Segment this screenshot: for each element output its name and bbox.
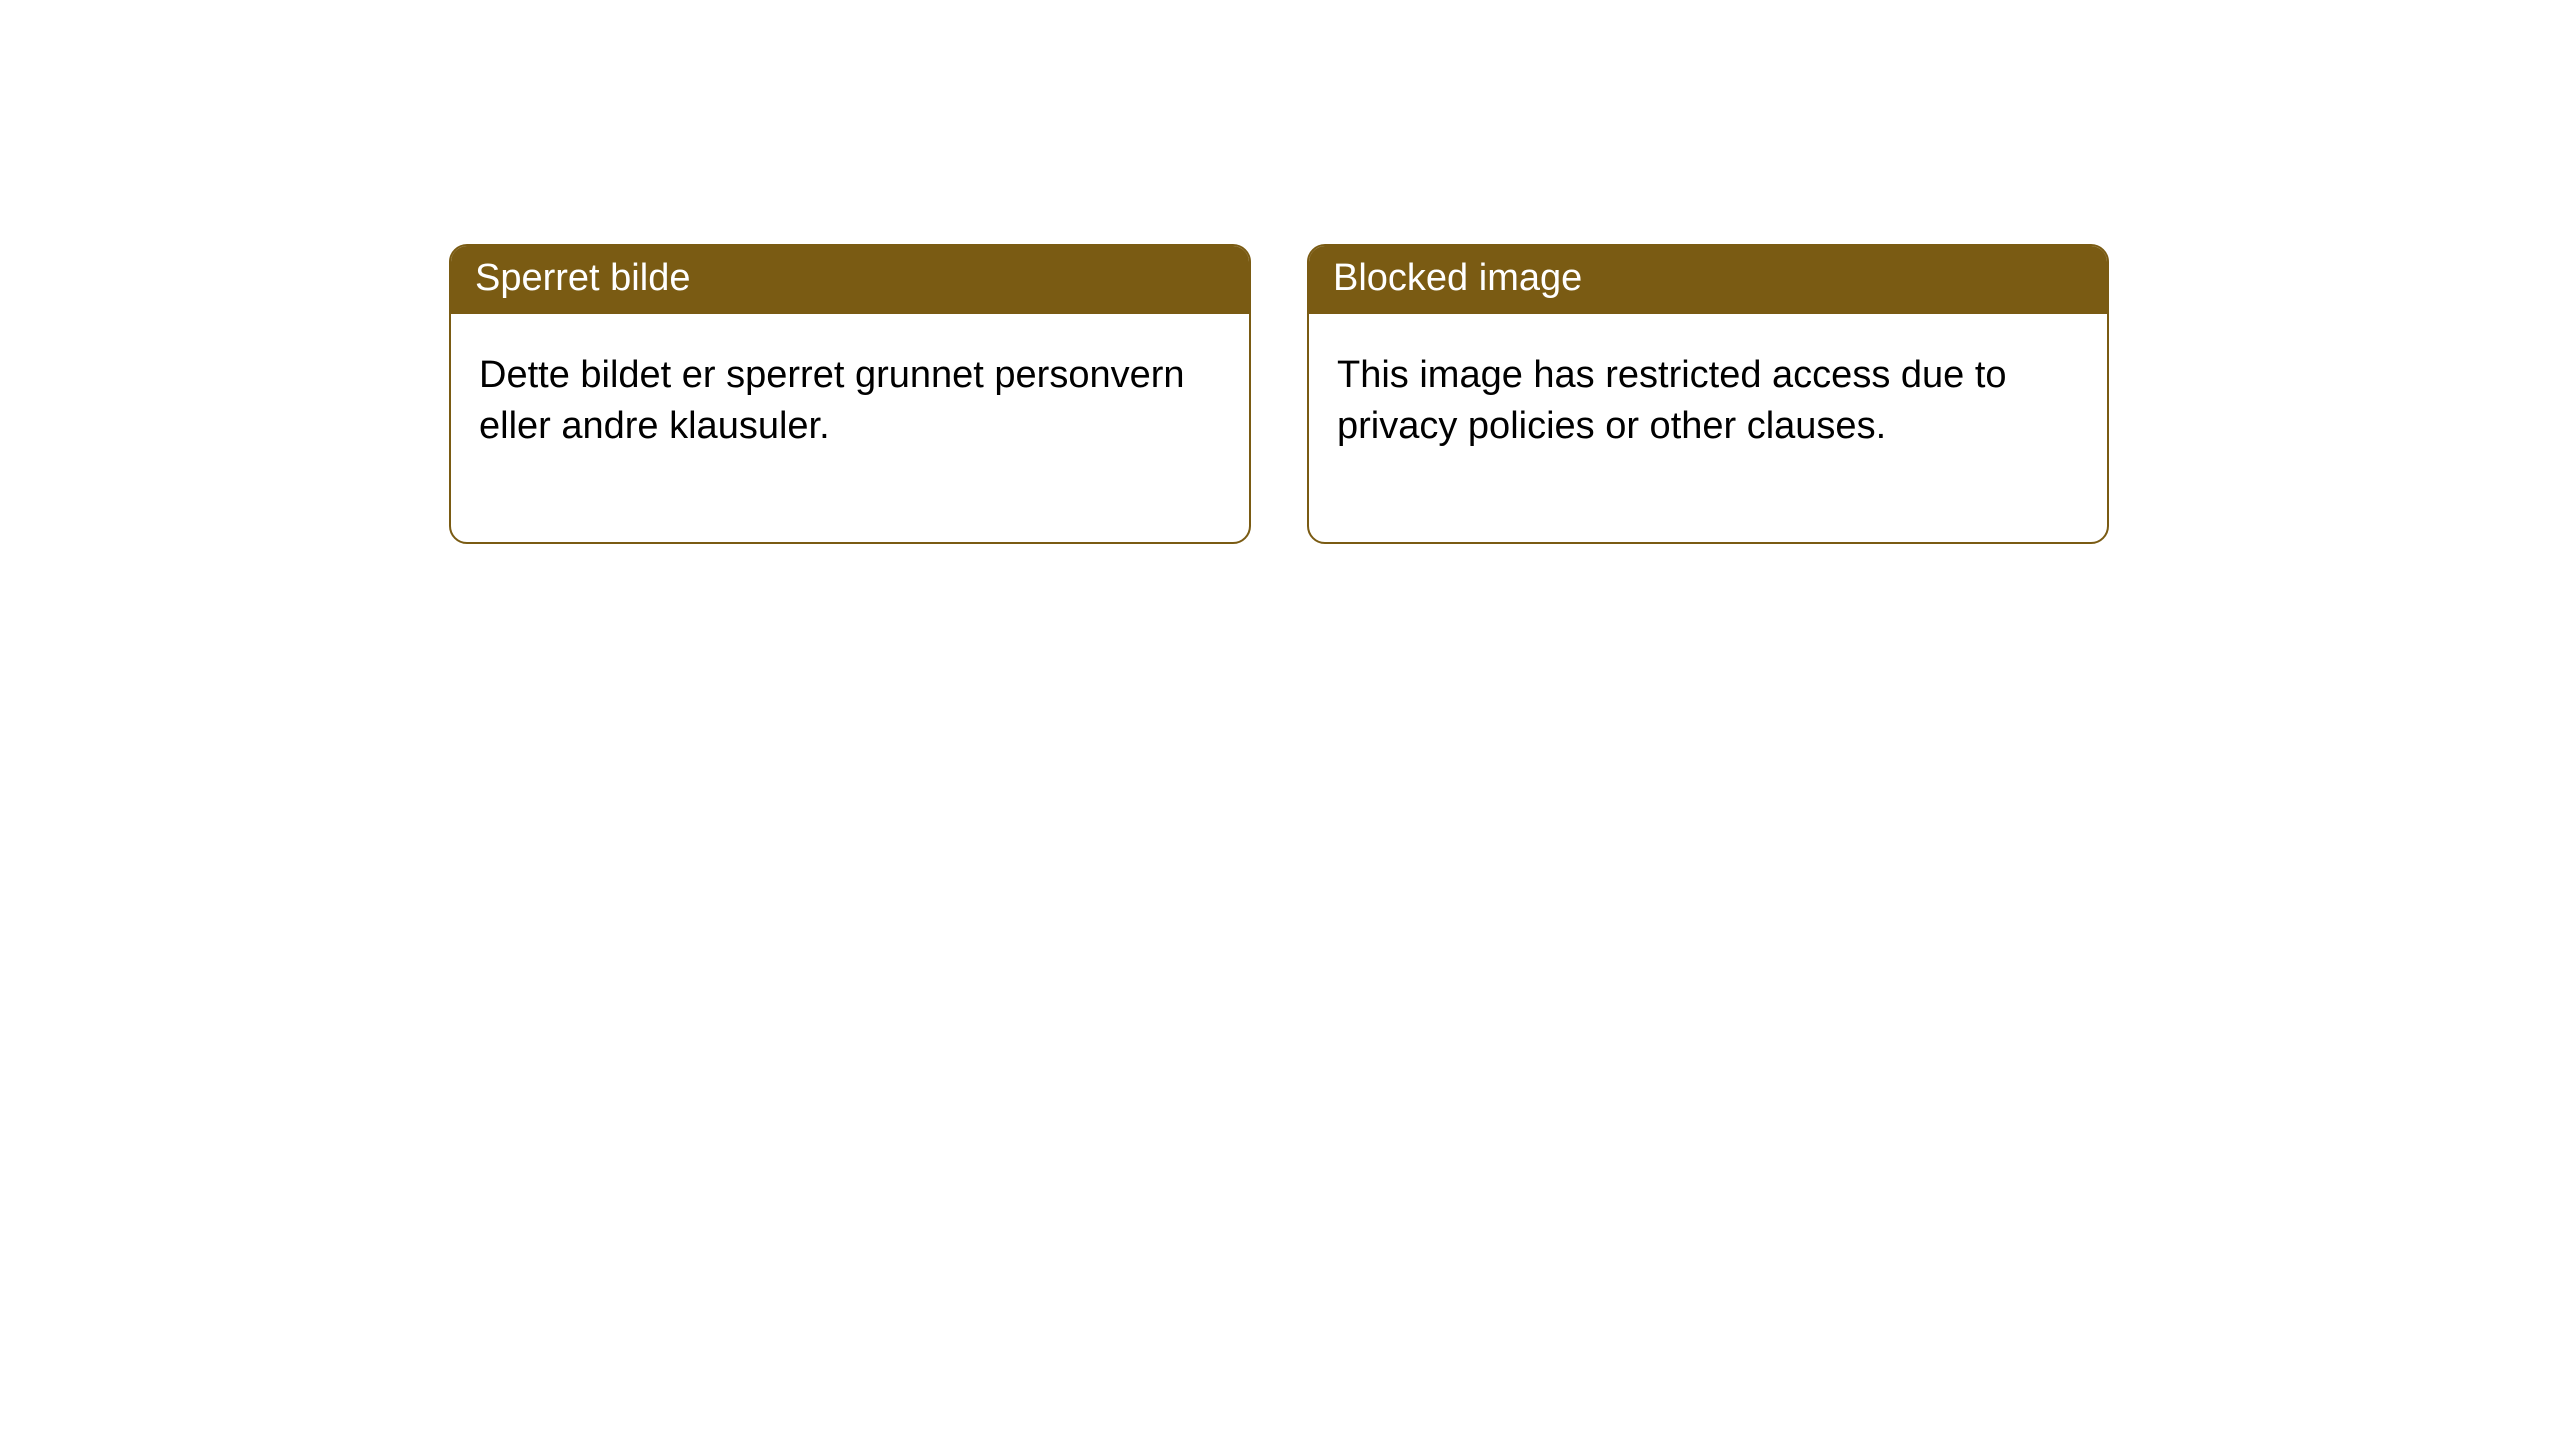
notice-body: Dette bildet er sperret grunnet personve… (451, 314, 1249, 543)
notice-box-english: Blocked image This image has restricted … (1307, 244, 2109, 544)
notices-container: Sperret bilde Dette bildet er sperret gr… (449, 244, 2109, 544)
notice-body: This image has restricted access due to … (1309, 314, 2107, 543)
notice-box-norwegian: Sperret bilde Dette bildet er sperret gr… (449, 244, 1251, 544)
notice-header: Blocked image (1309, 246, 2107, 314)
notice-header: Sperret bilde (451, 246, 1249, 314)
